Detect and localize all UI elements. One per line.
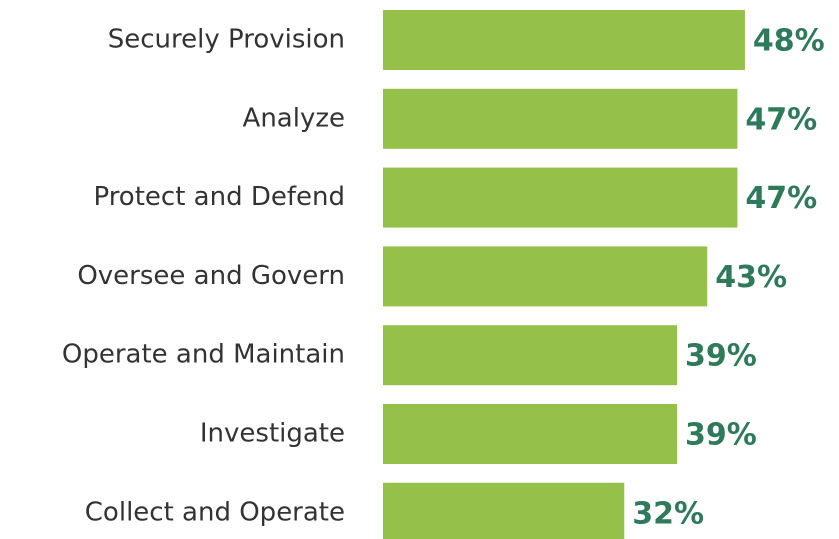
bar (383, 482, 625, 539)
value-label: 47% (745, 102, 817, 137)
category-label: Analyze (243, 103, 345, 133)
category-label: Operate and Maintain (62, 340, 345, 370)
value-label: 48% (753, 24, 825, 59)
bar (383, 10, 745, 70)
category-label: Securely Provision (108, 25, 345, 55)
category-label: Protect and Defend (93, 182, 345, 212)
value-label: 39% (685, 418, 757, 453)
bar (383, 246, 708, 307)
value-label: 39% (685, 339, 757, 374)
value-label: 43% (715, 260, 787, 295)
bar (383, 88, 738, 149)
category-label: Collect and Operate (85, 497, 345, 527)
bar (383, 404, 678, 464)
bar (383, 167, 738, 228)
value-label: 32% (632, 496, 704, 531)
value-label: 47% (745, 181, 817, 216)
bar (383, 325, 678, 386)
category-label: Investigate (200, 419, 345, 449)
category-label: Oversee and Govern (77, 261, 345, 291)
